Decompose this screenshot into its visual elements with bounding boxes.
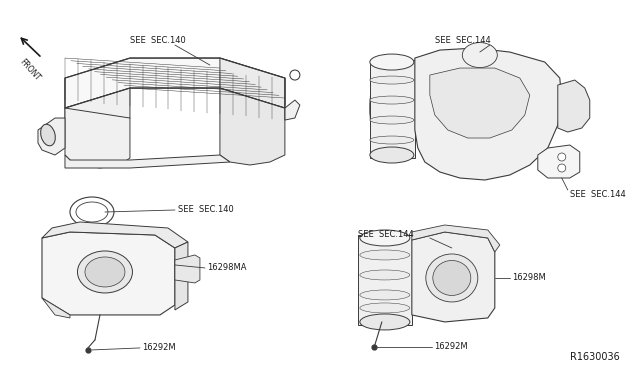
- Ellipse shape: [376, 69, 408, 147]
- Ellipse shape: [360, 270, 410, 280]
- Ellipse shape: [370, 147, 414, 163]
- Ellipse shape: [70, 197, 114, 227]
- Polygon shape: [538, 145, 580, 178]
- Ellipse shape: [360, 230, 410, 246]
- Text: SEE  SEC.140: SEE SEC.140: [130, 36, 186, 45]
- Ellipse shape: [76, 202, 108, 222]
- Polygon shape: [220, 58, 285, 108]
- Ellipse shape: [462, 42, 497, 68]
- Ellipse shape: [360, 235, 410, 325]
- Polygon shape: [65, 108, 130, 168]
- Text: SEE  SEC.144: SEE SEC.144: [435, 36, 491, 45]
- Ellipse shape: [360, 314, 410, 330]
- Ellipse shape: [433, 260, 471, 295]
- Text: 16298M: 16298M: [512, 273, 545, 282]
- Ellipse shape: [360, 290, 410, 300]
- Text: R1630036: R1630036: [570, 352, 620, 362]
- Polygon shape: [65, 58, 285, 108]
- Polygon shape: [42, 298, 70, 318]
- Polygon shape: [42, 232, 175, 315]
- Polygon shape: [220, 88, 285, 165]
- Polygon shape: [415, 48, 562, 180]
- Polygon shape: [358, 235, 412, 325]
- Ellipse shape: [360, 303, 410, 313]
- Polygon shape: [370, 60, 415, 158]
- Polygon shape: [175, 255, 200, 283]
- Ellipse shape: [41, 124, 55, 146]
- Text: SEE  SEC.144: SEE SEC.144: [358, 231, 413, 240]
- Text: 16292M: 16292M: [142, 343, 175, 352]
- Polygon shape: [430, 68, 530, 138]
- Text: FRONT: FRONT: [18, 57, 42, 83]
- Text: 16298MA: 16298MA: [207, 263, 246, 272]
- Polygon shape: [65, 88, 130, 138]
- Ellipse shape: [290, 70, 300, 80]
- Text: 16292M: 16292M: [434, 343, 467, 352]
- Polygon shape: [42, 222, 188, 248]
- Ellipse shape: [370, 96, 414, 104]
- Ellipse shape: [558, 164, 566, 172]
- Ellipse shape: [426, 254, 478, 302]
- Ellipse shape: [367, 246, 403, 314]
- Ellipse shape: [370, 54, 414, 70]
- Polygon shape: [38, 118, 65, 155]
- Polygon shape: [412, 232, 495, 322]
- Ellipse shape: [558, 153, 566, 161]
- Text: SEE  SEC.140: SEE SEC.140: [178, 205, 234, 215]
- Polygon shape: [65, 155, 230, 168]
- Polygon shape: [412, 225, 500, 252]
- Ellipse shape: [360, 250, 410, 260]
- Ellipse shape: [370, 76, 414, 84]
- Polygon shape: [558, 80, 590, 132]
- Polygon shape: [285, 100, 300, 120]
- Text: SEE  SEC.144: SEE SEC.144: [570, 190, 625, 199]
- Ellipse shape: [370, 116, 414, 124]
- Ellipse shape: [370, 58, 414, 158]
- Polygon shape: [175, 242, 188, 310]
- Ellipse shape: [85, 257, 125, 287]
- Ellipse shape: [77, 251, 132, 293]
- Ellipse shape: [370, 136, 414, 144]
